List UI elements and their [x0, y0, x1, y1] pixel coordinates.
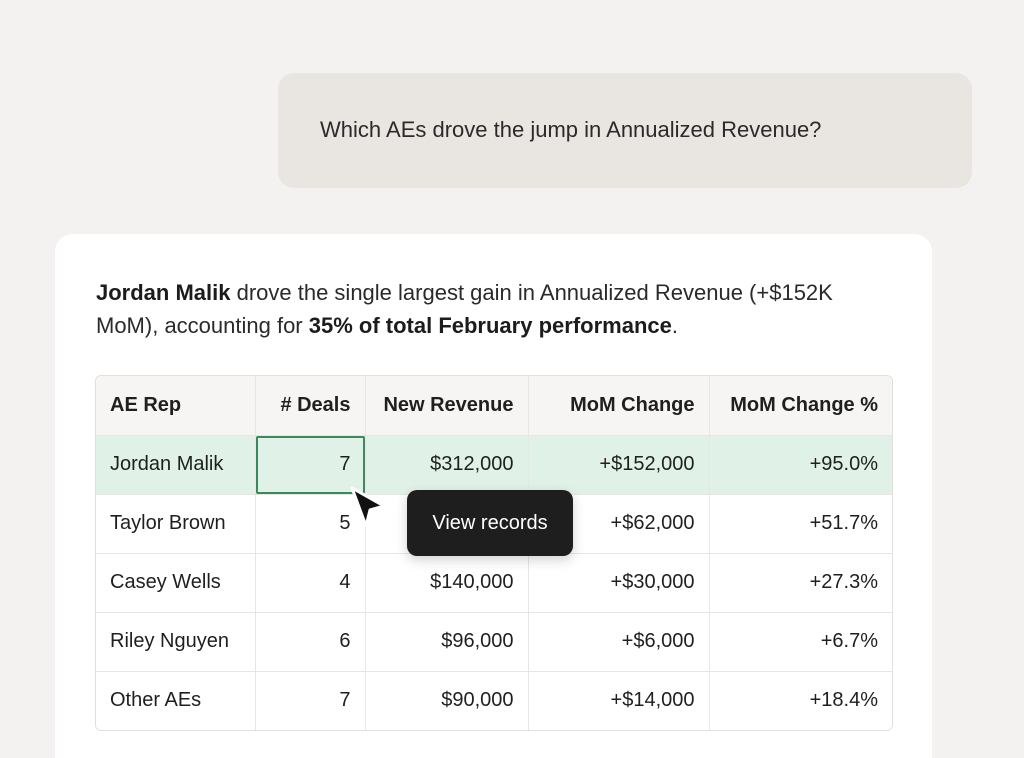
- ae-revenue-table: AE Rep # Deals New Revenue MoM Change Mo…: [95, 375, 893, 731]
- cell-deals-selected[interactable]: 7: [255, 435, 366, 495]
- cell-mom-change[interactable]: +$30,000: [528, 553, 710, 613]
- tooltip-label: View records: [432, 511, 548, 534]
- cell-mom-change[interactable]: +$152,000: [528, 435, 710, 495]
- header-mom-change-pct[interactable]: MoM Change %: [709, 376, 892, 436]
- user-message-bubble: Which AEs drove the jump in Annualized R…: [278, 73, 972, 188]
- cell-new-revenue[interactable]: $312,000: [365, 435, 529, 495]
- view-records-tooltip[interactable]: View records: [407, 490, 573, 556]
- cell-ae-rep[interactable]: Jordan Malik: [96, 435, 256, 495]
- summary-text-2: .: [671, 313, 678, 338]
- cell-ae-rep[interactable]: Casey Wells: [96, 553, 256, 613]
- cell-mom-change-pct[interactable]: +51.7%: [709, 494, 892, 554]
- table-row: Riley Nguyen 6 $96,000 +$6,000 +6.7%: [96, 612, 892, 672]
- assistant-answer-card: Jordan Malik drove the single largest ga…: [55, 234, 932, 758]
- cell-mom-change[interactable]: +$6,000: [528, 612, 710, 672]
- summary-emphasis: 35% of total February performance: [308, 313, 672, 338]
- header-new-revenue[interactable]: New Revenue: [365, 376, 529, 436]
- cell-mom-change[interactable]: +$14,000: [528, 671, 710, 730]
- cell-new-revenue[interactable]: $140,000: [365, 553, 529, 613]
- cell-deals[interactable]: 7: [255, 671, 366, 730]
- table-row: Taylor Brown 5 +$62,000 +51.7%: [96, 494, 892, 554]
- user-message-text: Which AEs drove the jump in Annualized R…: [320, 117, 822, 142]
- table-row: Other AEs 7 $90,000 +$14,000 +18.4%: [96, 671, 892, 730]
- table-row: Casey Wells 4 $140,000 +$30,000 +27.3%: [96, 553, 892, 613]
- cell-mom-change-pct[interactable]: +95.0%: [709, 435, 892, 495]
- cell-new-revenue[interactable]: $96,000: [365, 612, 529, 672]
- cell-ae-rep[interactable]: Riley Nguyen: [96, 612, 256, 672]
- header-deals[interactable]: # Deals: [255, 376, 366, 436]
- cell-mom-change-pct[interactable]: +27.3%: [709, 553, 892, 613]
- cell-new-revenue[interactable]: $90,000: [365, 671, 529, 730]
- header-mom-change[interactable]: MoM Change: [528, 376, 710, 436]
- answer-summary: Jordan Malik drove the single largest ga…: [96, 276, 886, 342]
- cell-deals[interactable]: 5: [255, 494, 366, 554]
- cell-ae-rep[interactable]: Other AEs: [96, 671, 256, 730]
- table-row: Jordan Malik 7 $312,000 +$152,000 +95.0%: [96, 435, 892, 495]
- cell-deals[interactable]: 6: [255, 612, 366, 672]
- cell-ae-rep[interactable]: Taylor Brown: [96, 494, 256, 554]
- summary-text-1: drove the single largest gain in Annuali…: [96, 280, 833, 338]
- cell-deals[interactable]: 4: [255, 553, 366, 613]
- arrow-pointer-icon: [350, 486, 386, 528]
- cell-mom-change-pct[interactable]: +6.7%: [709, 612, 892, 672]
- header-ae-rep[interactable]: AE Rep: [96, 376, 256, 436]
- cell-mom-change-pct[interactable]: +18.4%: [809, 689, 878, 712]
- summary-ae-name: Jordan Malik: [96, 280, 231, 305]
- table-header-row: AE Rep # Deals New Revenue MoM Change Mo…: [96, 376, 892, 436]
